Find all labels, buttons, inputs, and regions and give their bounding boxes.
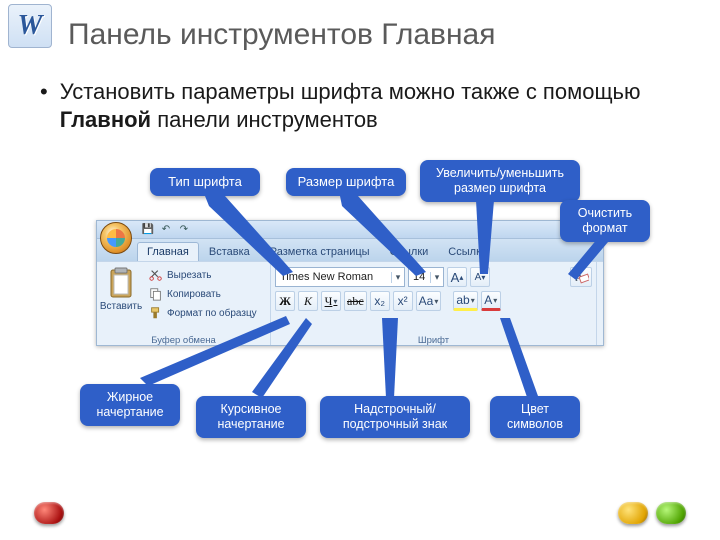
font-group-label: Шрифт <box>275 335 592 346</box>
pointer-line <box>252 318 312 400</box>
copy-button[interactable]: Копировать <box>145 285 261 303</box>
callout-color: Цвет символов <box>490 396 580 438</box>
copy-label: Копировать <box>167 289 221 300</box>
callout-subsup: Надстрочный/подстрочный знак <box>320 396 470 438</box>
slide-body: Установить параметры шрифта можно также … <box>40 78 680 134</box>
bullet-text: Установить параметры шрифта можно также … <box>60 78 680 134</box>
callout-font-size: Размер шрифта <box>286 168 406 196</box>
nav-prev-button[interactable] <box>34 502 64 524</box>
subscript-button[interactable]: x₂ <box>370 291 390 311</box>
pointer-line <box>205 196 295 276</box>
scissors-icon <box>149 268 163 282</box>
grow-font-button[interactable]: A▴ <box>447 267 467 287</box>
page-title: Панель инструментов Главная <box>68 18 700 52</box>
pointer-line <box>378 318 402 400</box>
nav-home-button[interactable] <box>618 502 648 524</box>
chevron-down-icon[interactable]: ▾ <box>430 272 443 283</box>
callout-bold: Жирное начертание <box>80 384 180 426</box>
undo-icon[interactable]: ↶ <box>159 223 173 237</box>
highlight-button[interactable]: ab▾ <box>453 291 477 311</box>
callout-grow-shrink: Увеличить/уменьшить размер шрифта <box>420 160 580 202</box>
save-icon[interactable]: 💾 <box>141 223 155 237</box>
pointer-line <box>340 196 430 276</box>
font-color-button[interactable]: A▾ <box>481 291 501 311</box>
copy-icon <box>149 287 163 301</box>
paste-label: Вставить <box>100 301 142 312</box>
strikethrough-button[interactable]: abc <box>344 291 367 311</box>
font-group: Times New Roman ▾ 14 ▾ A▴ A▾ A <box>271 262 597 346</box>
change-case-button[interactable]: Aa▾ <box>416 291 442 311</box>
underline-button[interactable]: Ч▾ <box>321 291 341 311</box>
paste-icon <box>107 267 135 299</box>
pointer-line <box>470 200 500 276</box>
redo-icon[interactable]: ↷ <box>177 223 191 237</box>
superscript-button[interactable]: x² <box>393 291 413 311</box>
callout-clear-format: Очистить формат <box>560 200 650 242</box>
paste-button[interactable]: Вставить <box>101 264 141 335</box>
nav-next-button[interactable] <box>656 502 686 524</box>
callout-italic: Курсивное начертание <box>196 396 306 438</box>
tab-главная[interactable]: Главная <box>137 242 199 261</box>
word-app-icon: W <box>8 4 52 48</box>
bold-button[interactable]: Ж <box>275 291 295 311</box>
pointer-line <box>568 238 608 282</box>
italic-button[interactable]: К <box>298 291 318 311</box>
office-button[interactable] <box>100 222 132 254</box>
pointer-line <box>500 318 540 400</box>
callout-font-type: Тип шрифта <box>150 168 260 196</box>
